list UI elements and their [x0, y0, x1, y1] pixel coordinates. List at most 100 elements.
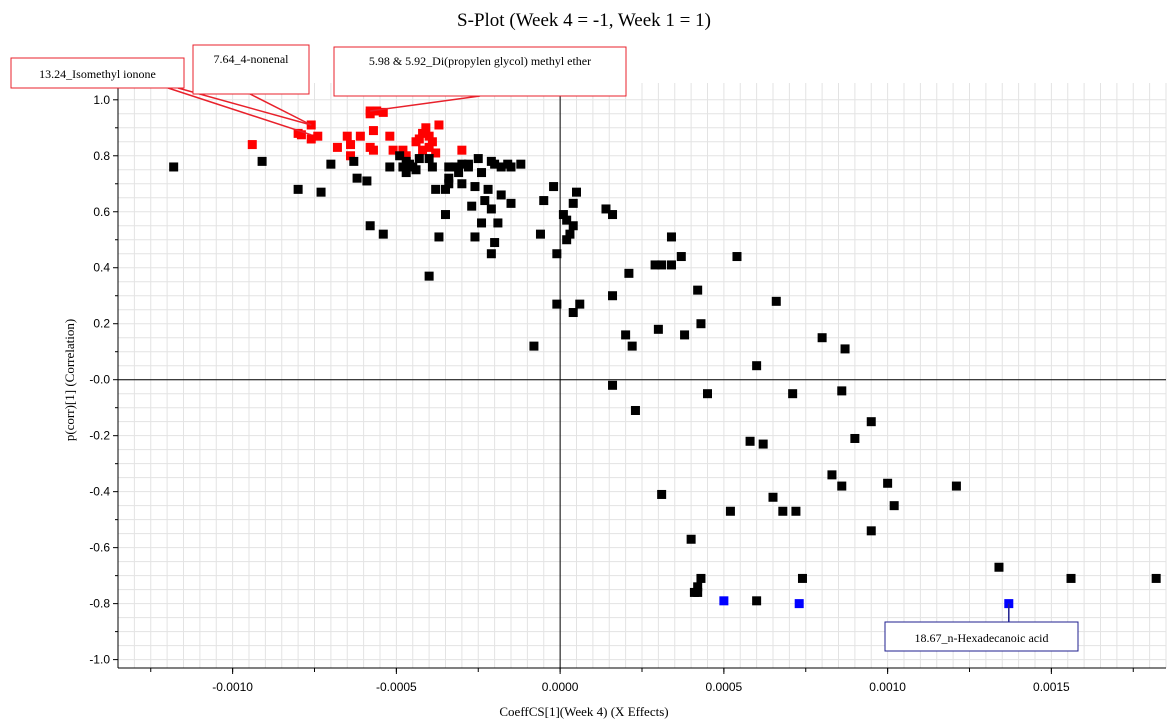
data-point-red: [401, 151, 411, 161]
data-point-black: [450, 162, 460, 172]
data-point-black: [434, 232, 444, 242]
data-point-black: [349, 156, 359, 166]
callouts: 13.24_Isomethyl ionone 7.64_4-nonenal 5.98…: [10, 44, 1079, 652]
data-point-red: [414, 134, 424, 144]
data-point-black: [552, 249, 562, 259]
data-point-black: [486, 204, 496, 214]
data-point-black: [326, 159, 336, 169]
data-point-black: [624, 268, 634, 278]
data-point-black: [889, 501, 899, 511]
data-point-red: [372, 106, 382, 116]
data-point-black: [535, 229, 545, 239]
data-point-red: [342, 131, 352, 141]
data-point-black: [608, 380, 618, 390]
callout-isomethyl-ionone-box: [10, 57, 185, 89]
data-point-black: [457, 159, 467, 169]
data-point-black: [627, 341, 637, 351]
data-point-black: [693, 587, 703, 597]
data-point-black: [758, 439, 768, 449]
data-point-black: [575, 299, 585, 309]
data-point-red: [368, 145, 378, 155]
callout-isomethyl-ionone-leader: [167, 87, 312, 136]
data-point-black: [470, 232, 480, 242]
data-point-black: [454, 168, 464, 178]
data-point-black: [752, 361, 762, 371]
data-point-black: [686, 534, 696, 544]
data-point-black: [1151, 573, 1161, 583]
data-point-black: [424, 154, 434, 164]
data-point-black: [745, 436, 755, 446]
callout-dipropylene-glycol-methyl-ether-leader: [370, 95, 481, 112]
data-point-blue: [794, 599, 804, 609]
data-point-black: [444, 179, 454, 189]
data-point-black: [883, 478, 893, 488]
data-point-black: [293, 184, 303, 194]
data-point-black: [703, 389, 712, 399]
data-point-black: [398, 162, 408, 172]
data-point-black: [791, 506, 801, 516]
x-tick-label: -0.0010: [212, 680, 253, 694]
x-tick-label: -0.0005: [376, 680, 417, 694]
data-point-black: [558, 210, 568, 220]
data-point-black: [837, 481, 847, 491]
y-tick-label: 0.6: [93, 205, 110, 219]
data-point-black: [516, 159, 526, 169]
data-point-black: [431, 184, 441, 194]
data-point-black: [257, 156, 267, 166]
y-tick-label: 0.2: [93, 317, 110, 331]
y-tick-label: -0.6: [89, 541, 110, 555]
data-point-red: [346, 140, 356, 150]
data-point-red: [378, 107, 388, 117]
data-point-black: [696, 319, 706, 329]
data-point-black: [477, 168, 487, 178]
data-points: [169, 106, 1161, 609]
data-point-black: [378, 229, 388, 239]
data-point-black: [441, 184, 450, 194]
x-tick-label: 0.0005: [706, 680, 743, 694]
data-point-black: [1066, 573, 1076, 583]
data-point-red: [424, 142, 434, 152]
data-point-black: [480, 196, 490, 206]
data-point-black: [483, 184, 493, 194]
data-point-black: [427, 162, 437, 172]
y-tick-label: -0.0: [89, 373, 110, 387]
data-point-red: [368, 126, 378, 136]
callout-4-nonenal-text: 7.64_4-nonenal: [214, 52, 290, 66]
data-point-black: [650, 260, 660, 270]
data-point-red: [313, 131, 323, 141]
data-point-black: [608, 210, 618, 220]
data-point-black: [395, 151, 405, 161]
data-point-black: [477, 218, 487, 228]
callout-dipropylene-glycol-methyl-ether-text: 5.98 & 5.92_Di(propylen glycol) methyl e…: [369, 54, 591, 68]
data-point-black: [866, 526, 876, 536]
x-tick-label: 0.0000: [542, 680, 579, 694]
data-point-red: [385, 131, 395, 141]
callout-dipropylene-glycol-methyl-ether-box: [333, 46, 627, 97]
data-point-red: [434, 120, 444, 130]
data-point-black: [608, 291, 618, 301]
data-point-black: [725, 506, 735, 516]
data-point-black: [490, 238, 500, 248]
data-point-black: [676, 252, 686, 262]
data-point-black: [552, 299, 562, 309]
data-point-black: [441, 210, 450, 220]
data-point-black: [572, 187, 581, 197]
data-point-red: [418, 145, 428, 155]
callout-n-hexadecanoic-acid-box: [884, 621, 1079, 652]
data-point-black: [470, 182, 480, 192]
data-point-red: [346, 151, 356, 161]
data-point-black: [601, 204, 611, 214]
data-point-black: [467, 201, 477, 211]
data-point-black: [568, 198, 578, 208]
data-point-black: [693, 582, 703, 592]
data-point-black: [817, 333, 827, 343]
data-point-black: [951, 481, 961, 491]
data-point-black: [473, 154, 483, 164]
data-point-black: [827, 470, 837, 480]
data-point-red: [306, 134, 316, 144]
data-point-black: [666, 232, 676, 242]
grid: [118, 83, 1167, 668]
data-point-black: [493, 218, 503, 228]
data-point-black: [463, 162, 473, 172]
data-point-black: [506, 162, 516, 172]
